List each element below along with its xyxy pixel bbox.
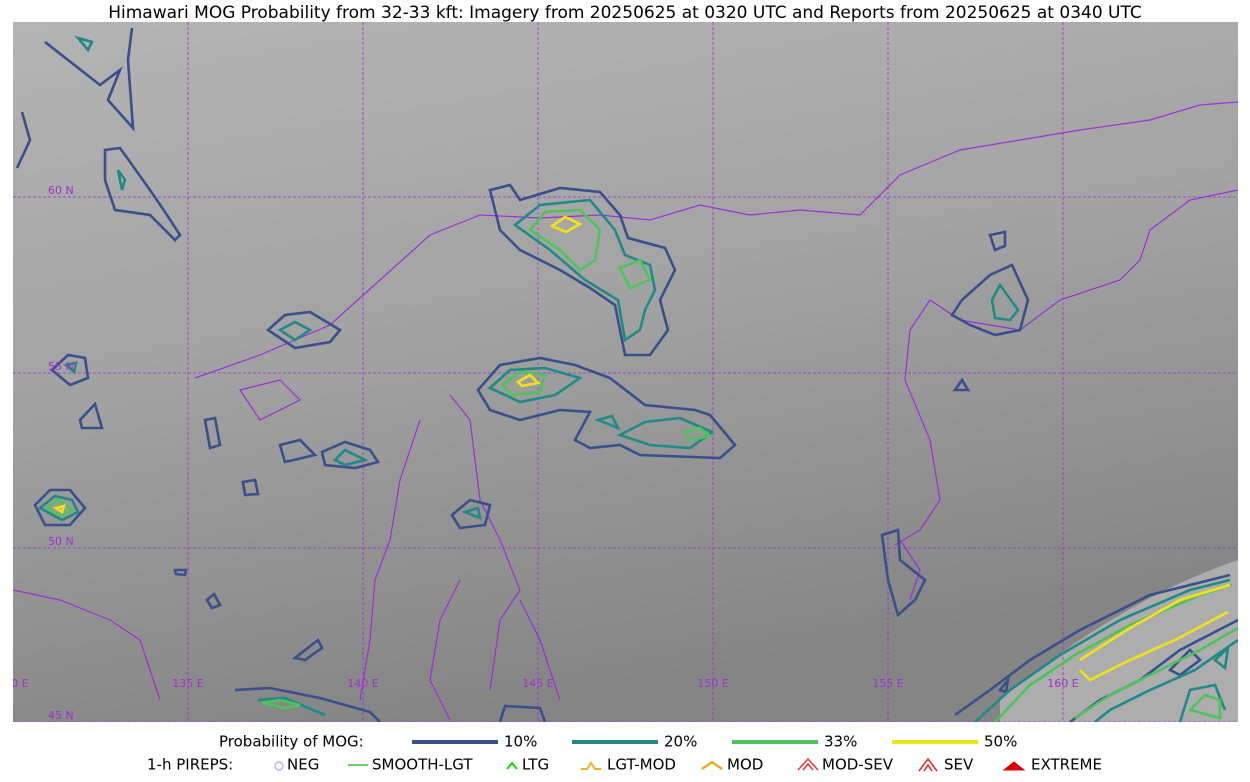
lon-label: 135 E [172,677,203,690]
legend: Probability of MOG: 10% 20% 33% 50% 1-h PIREP… [147,733,1102,774]
lon-label: 160 E [1047,677,1078,690]
pirep-symbol [797,757,819,771]
lon-label: 150 E [697,677,728,690]
probability-legend-label: Probability of MOG: [219,733,364,751]
lon-label: 140 E [347,677,378,690]
contours [15,27,1238,722]
legend-label: EXTREME [1031,756,1102,774]
legend-label: MOD-SEV [822,756,894,774]
lat-label: 60 N [48,184,74,197]
legend-label: 33% [824,733,857,751]
pirep-symbol [701,760,723,770]
lat-label: 50 N [48,535,74,548]
graticule [13,22,1238,722]
legend-label: 10% [504,733,537,751]
legend-label: NEG [287,756,319,774]
legend-label: 20% [664,733,697,751]
lon-label: 145 E [522,677,553,690]
pirep-symbol [274,761,284,771]
pirep-symbol [506,761,518,770]
legend-label: SMOOTH-LGT [372,756,473,774]
legend-label: LTG [522,756,549,774]
pirep-symbol [581,761,601,770]
legend-label: SEV [944,756,974,774]
title: Himawari MOG Probability from 32-33 kft:… [108,3,1142,23]
satellite-imagery [13,22,1238,722]
lat-label: 45 N [48,709,74,722]
coordinate-labels: 130 E 135 E 140 E 145 E 150 E 155 E 160 E 60 N 5… [0,184,1079,722]
lon-label: 155 E [872,677,903,690]
legend-label: LGT-MOD [607,756,676,774]
lat-label: 55 N [48,360,74,373]
map: 130 E 135 E 140 E 145 E 150 E 155 E 160 E 60 N 5… [0,22,1238,722]
pirep-symbol [918,757,938,772]
lon-label: 130 E [0,677,29,690]
pirep-symbol [1002,761,1026,771]
legend-label: MOD [727,756,763,774]
legend-label: 50% [984,733,1017,751]
pireps-legend-label: 1-h PIREPS: [147,756,233,774]
